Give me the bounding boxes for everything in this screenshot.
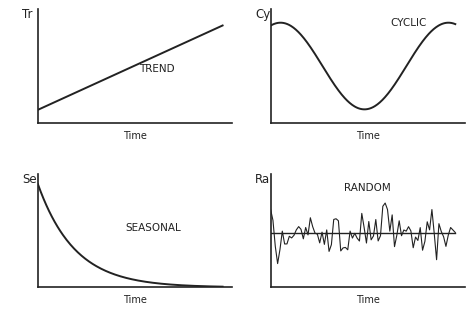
Text: Tr: Tr [22,8,33,21]
Text: TREND: TREND [139,64,174,74]
Text: SEASONAL: SEASONAL [125,222,181,233]
Text: Time: Time [356,295,380,305]
Text: Cy: Cy [255,8,270,21]
Text: Ra: Ra [255,173,270,186]
Text: RANDOM: RANDOM [344,183,391,193]
Text: Time: Time [123,131,147,141]
Text: CYCLIC: CYCLIC [391,18,427,28]
Text: Time: Time [123,295,147,305]
Text: Se: Se [22,173,37,186]
Text: Time: Time [356,131,380,141]
